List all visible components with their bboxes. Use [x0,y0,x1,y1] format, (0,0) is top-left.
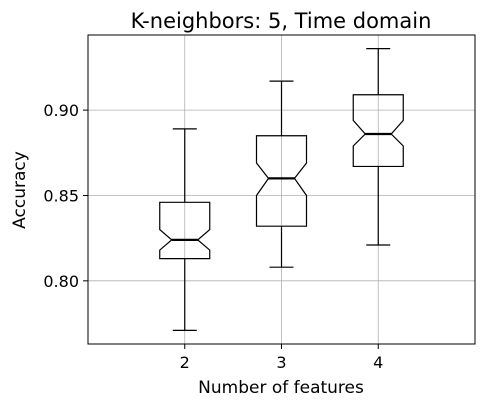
x-tick-label: 2 [180,353,190,372]
x-tick-label: 3 [276,353,286,372]
chart-title: K-neighbors: 5, Time domain [131,9,432,33]
box-4 [352,48,404,246]
notched-box [352,94,404,168]
notched-box [255,135,308,227]
notched-box [159,201,211,260]
x-axis-ticks: 2 3 4 [180,344,383,372]
x-axis-label: Number of features [198,378,364,398]
y-axis-ticks: 0.80 0.85 0.90 [43,101,88,291]
y-axis-label: Accuracy [10,151,30,229]
y-tick-label: 0.90 [43,101,79,120]
box-3 [255,80,308,268]
x-tick-label: 4 [373,353,383,372]
y-tick-label: 0.80 [43,272,79,291]
box-plots [159,48,404,331]
box-2 [159,128,211,331]
y-tick-label: 0.85 [43,186,79,205]
